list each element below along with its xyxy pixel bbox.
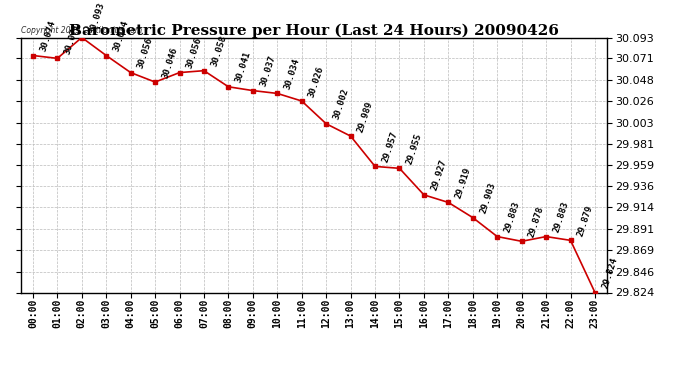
Text: 29.927: 29.927	[429, 159, 448, 192]
Text: 29.879: 29.879	[576, 204, 595, 238]
Text: 29.824: 29.824	[600, 256, 619, 290]
Text: 30.058: 30.058	[210, 34, 228, 68]
Text: 29.883: 29.883	[552, 200, 570, 234]
Title: Barometric Pressure per Hour (Last 24 Hours) 20090426: Barometric Pressure per Hour (Last 24 Ho…	[69, 23, 559, 38]
Text: 29.883: 29.883	[503, 200, 522, 234]
Text: 30.093: 30.093	[88, 1, 106, 35]
Text: 30.074: 30.074	[112, 19, 130, 53]
Text: 30.056: 30.056	[185, 36, 204, 70]
Text: Copyright 2009 Cartilonius.com: Copyright 2009 Cartilonius.com	[21, 26, 142, 35]
Text: 29.903: 29.903	[478, 182, 497, 215]
Text: 30.026: 30.026	[307, 65, 326, 98]
Text: 29.919: 29.919	[454, 166, 473, 200]
Text: 30.034: 30.034	[283, 57, 302, 91]
Text: 29.957: 29.957	[381, 130, 399, 164]
Text: 29.878: 29.878	[527, 205, 546, 238]
Text: 30.056: 30.056	[136, 36, 155, 70]
Text: 30.074: 30.074	[39, 19, 57, 53]
Text: 29.955: 29.955	[405, 132, 424, 165]
Text: 30.037: 30.037	[259, 54, 277, 88]
Text: 29.989: 29.989	[356, 100, 375, 133]
Text: 30.041: 30.041	[234, 51, 253, 84]
Text: 30.002: 30.002	[332, 87, 351, 121]
Text: 30.071: 30.071	[63, 22, 81, 56]
Text: 30.046: 30.046	[161, 46, 179, 79]
